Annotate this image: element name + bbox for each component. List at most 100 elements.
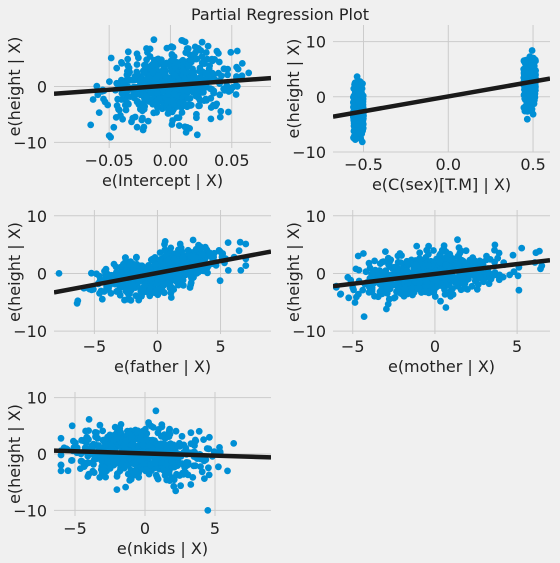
data-point [216, 91, 224, 99]
data-point [205, 445, 213, 453]
data-point [194, 87, 201, 95]
data-point [391, 263, 398, 271]
data-point [237, 267, 245, 274]
data-point [206, 433, 213, 441]
data-point [209, 69, 216, 77]
data-point [216, 277, 224, 285]
data-point [132, 261, 140, 269]
data-point [193, 131, 201, 139]
x-tick-label: 0.05 [214, 151, 250, 170]
data-point [173, 278, 181, 285]
data-point [350, 85, 358, 92]
data-point [353, 293, 360, 301]
data-point [110, 458, 118, 466]
data-point [442, 261, 450, 269]
data-point [150, 36, 158, 44]
data-point [100, 464, 108, 471]
regression-fit-line [333, 257, 550, 289]
data-point [494, 254, 502, 262]
data-point [489, 271, 497, 279]
data-point [397, 289, 405, 297]
data-point [118, 96, 125, 103]
data-point [491, 241, 499, 249]
data-point [360, 250, 367, 257]
data-point [162, 461, 170, 468]
data-point [146, 287, 154, 295]
data-point [116, 291, 124, 299]
scatter-points [87, 36, 253, 141]
data-point [213, 47, 221, 55]
data-point [108, 443, 116, 450]
data-point [104, 458, 111, 466]
x-tick-label: 5 [512, 337, 522, 356]
data-point [365, 259, 373, 267]
data-point [120, 454, 128, 462]
data-point [133, 253, 140, 261]
data-point [230, 440, 238, 447]
data-point [461, 280, 469, 288]
x-tick-label: 0 [430, 337, 440, 356]
y-tick-label: −10 [13, 322, 47, 341]
x-tick-label: −5 [63, 519, 87, 538]
data-point [156, 95, 163, 103]
data-point [215, 69, 222, 77]
data-point [437, 297, 444, 305]
data-point [124, 269, 131, 277]
data-point [404, 279, 412, 287]
data-point [161, 471, 169, 479]
data-point [133, 50, 141, 58]
data-point [454, 236, 461, 244]
data-point [233, 47, 241, 55]
y-axis-label: e(height | X) [5, 37, 24, 137]
data-point [350, 286, 357, 294]
y-tick-label: 10 [306, 33, 326, 52]
regression-fit-line [54, 75, 271, 97]
data-point [178, 57, 186, 65]
data-point [184, 246, 192, 254]
data-point [122, 483, 129, 491]
data-point [117, 428, 124, 436]
data-point [110, 123, 118, 131]
data-point [509, 251, 517, 259]
data-point [85, 459, 92, 467]
data-point [202, 49, 210, 56]
data-point [196, 64, 204, 72]
y-tick-label: 10 [306, 207, 326, 226]
data-point [143, 92, 150, 100]
data-point [112, 114, 120, 121]
data-point [189, 236, 197, 244]
y-tick-label: −10 [13, 501, 47, 520]
data-point [131, 460, 139, 467]
data-point [201, 475, 208, 482]
data-point [175, 122, 183, 129]
data-point [150, 109, 158, 117]
scatter-points [333, 236, 546, 320]
data-point [200, 436, 208, 443]
data-point [238, 60, 246, 67]
regression-fit-line [54, 448, 271, 460]
data-point [133, 123, 141, 131]
data-point [178, 432, 186, 440]
data-point [413, 242, 421, 250]
data-point [165, 279, 172, 287]
data-point [355, 97, 363, 105]
data-point [336, 291, 344, 298]
data-point [197, 463, 204, 470]
data-point [433, 283, 440, 291]
data-point [187, 481, 195, 488]
data-point [159, 67, 166, 75]
data-point [79, 459, 87, 467]
data-point [162, 73, 170, 80]
data-point [102, 265, 110, 273]
subplot-sex: −0.5 0.0 0.5 −10 0 10 e(C(sex)[T.M] | X) e(heig… [284, 25, 550, 194]
data-point [198, 251, 206, 259]
data-point [85, 416, 93, 423]
data-point [438, 246, 446, 254]
x-tick-label: −5 [341, 337, 365, 356]
data-point [232, 82, 240, 90]
data-point [166, 430, 174, 438]
data-point [152, 407, 160, 415]
data-point [64, 467, 72, 475]
data-point [57, 451, 65, 459]
data-point [178, 37, 186, 44]
